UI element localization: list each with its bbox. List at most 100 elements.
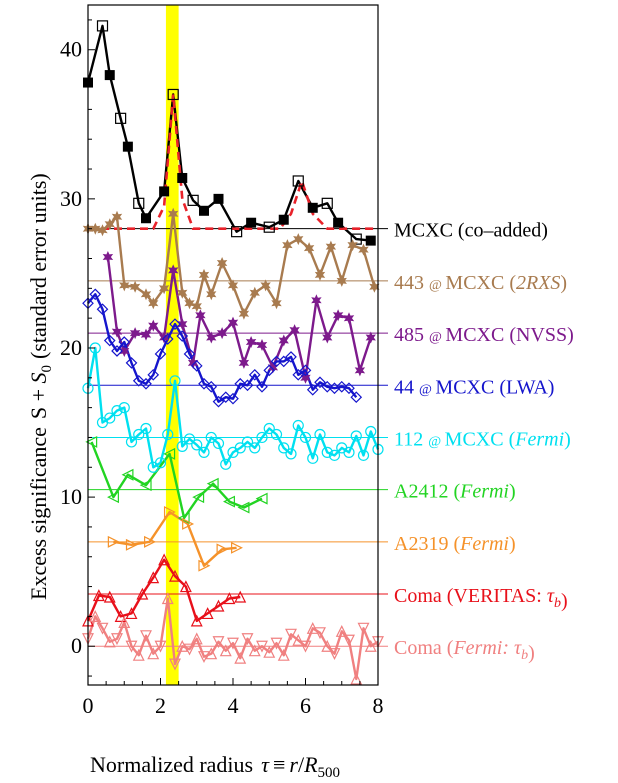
- data-point: [89, 288, 102, 301]
- data-point: [255, 492, 268, 505]
- data-point: [114, 610, 127, 623]
- data-point: [96, 303, 109, 316]
- series-label: 443 @ MCXC (2RXS): [394, 272, 567, 294]
- data-point: [103, 635, 116, 648]
- data-point: [102, 251, 114, 263]
- data-point: [190, 632, 203, 645]
- data-point: [278, 214, 289, 225]
- x-tick-label: 4: [228, 693, 239, 718]
- series-markers: [82, 20, 384, 685]
- series-label-part: ): [509, 533, 516, 555]
- data-point: [115, 112, 127, 124]
- data-point: [277, 355, 290, 368]
- data-point: [125, 607, 138, 620]
- data-point: [183, 348, 196, 360]
- series-label-part: MCXC (: [445, 272, 516, 294]
- data-point: [238, 356, 250, 369]
- x-tick-label: 8: [373, 693, 384, 718]
- series-label-part: b: [554, 596, 561, 611]
- data-point: [140, 422, 152, 435]
- data-point: [147, 368, 160, 381]
- data-point: [140, 630, 152, 643]
- data-point: [365, 235, 376, 246]
- series-label: Coma (VERITAS: τb): [394, 585, 568, 612]
- data-point: [237, 501, 250, 514]
- data-point: [192, 491, 205, 504]
- data-point: [285, 628, 297, 641]
- data-point: [168, 207, 179, 220]
- data-point: [307, 452, 319, 464]
- x-axis-label: Normalized radius τ ≡ r/R500: [90, 752, 340, 781]
- data-point: [328, 449, 341, 461]
- data-point: [169, 569, 181, 582]
- y-tick-label: 40: [60, 37, 82, 62]
- data-point: [303, 242, 315, 255]
- data-point: [223, 495, 235, 508]
- data-point: [132, 648, 145, 661]
- data-point: [256, 431, 268, 444]
- data-point: [263, 221, 275, 233]
- data-point: [187, 356, 199, 369]
- data-point: [227, 637, 239, 650]
- data-point: [118, 616, 131, 628]
- data-point: [177, 318, 188, 331]
- data-point: [119, 279, 130, 292]
- data-point: [343, 446, 355, 458]
- data-point: [163, 447, 176, 460]
- data-point: [322, 331, 333, 344]
- data-point: [206, 288, 217, 301]
- data-point: [195, 309, 206, 322]
- data-point: [89, 610, 102, 623]
- data-point: [133, 197, 145, 209]
- data-point: [354, 364, 366, 377]
- data-point: [292, 175, 304, 187]
- data-point: [96, 622, 109, 635]
- x-tick-label: 6: [300, 693, 311, 718]
- data-point: [136, 587, 149, 600]
- x-tick-label: 2: [155, 693, 166, 718]
- series-label-part: 2RXS: [516, 272, 560, 294]
- series-label-part: ): [564, 428, 571, 450]
- data-point: [154, 457, 167, 469]
- data-point: [191, 439, 203, 451]
- series-label-part: @: [429, 330, 445, 345]
- data-point: [220, 458, 232, 470]
- series-label-part: Coma (VERITAS:: [394, 585, 547, 607]
- y-tick-label: 10: [60, 484, 82, 509]
- data-point: [271, 297, 282, 310]
- data-point: [357, 622, 370, 635]
- data-point: [364, 639, 377, 652]
- data-point: [299, 640, 312, 653]
- series-label: A2319 (Fermi): [394, 533, 516, 555]
- data-point: [187, 194, 199, 206]
- series-label-part: A2319 (: [394, 533, 460, 555]
- data-point: [285, 448, 297, 460]
- data-point: [169, 375, 181, 387]
- data-point: [121, 468, 134, 481]
- data-point: [213, 193, 224, 204]
- y-axis-label: Excess significanceS + S0(standard error…: [26, 173, 55, 600]
- data-point: [162, 428, 174, 441]
- data-point: [212, 437, 225, 450]
- data-point: [219, 644, 232, 657]
- data-point: [104, 218, 115, 231]
- data-point: [125, 538, 138, 551]
- data-point: [263, 422, 275, 435]
- data-point: [299, 431, 312, 444]
- data-point: [154, 640, 167, 653]
- data-point: [212, 599, 225, 612]
- data-point: [177, 172, 188, 183]
- data-point: [212, 395, 225, 408]
- data-point: [358, 243, 369, 256]
- series-label-part: @: [419, 382, 435, 397]
- data-point: [205, 380, 218, 393]
- data-point: [139, 479, 152, 492]
- data-point: [147, 571, 160, 584]
- data-point: [282, 239, 293, 252]
- data-point: [248, 368, 261, 381]
- data-point: [278, 442, 290, 454]
- data-point: [111, 325, 123, 338]
- data-point: [107, 535, 120, 548]
- data-point: [198, 268, 210, 281]
- data-point: [350, 430, 362, 442]
